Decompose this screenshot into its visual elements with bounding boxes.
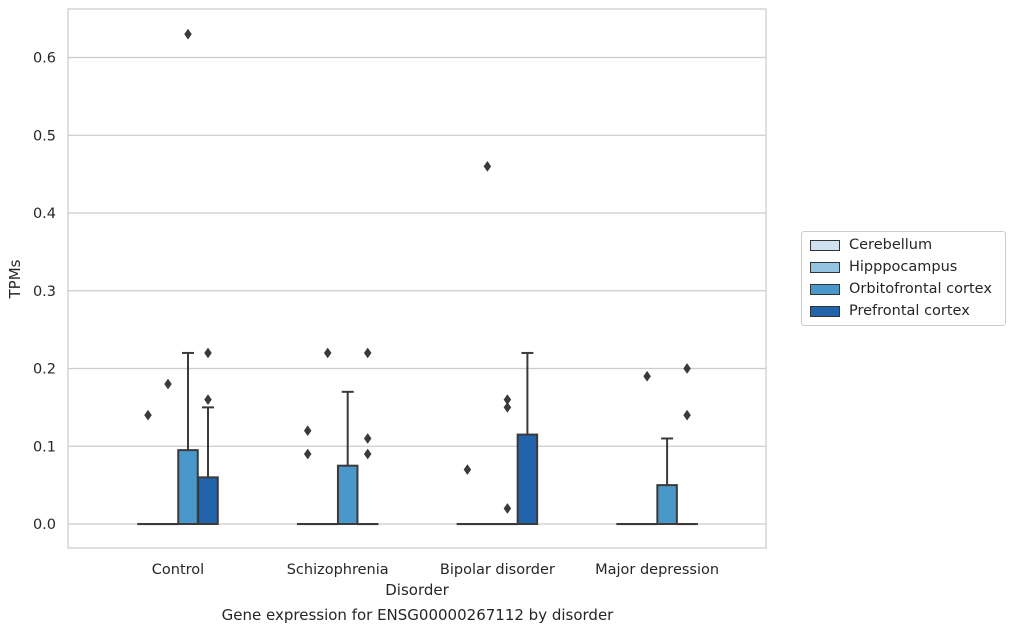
legend-item-hippocampus: Hipppocampus: [810, 257, 957, 277]
chart-caption: Gene expression for ENSG00000267112 by d…: [221, 606, 614, 624]
box: [656, 484, 678, 525]
x-tick-label: Schizophrenia: [287, 562, 389, 578]
legend-swatch-orbitofrontal: [810, 283, 840, 295]
legend-label-orbitofrontal: Orbitofrontal cortex: [849, 281, 992, 297]
plot-area: [68, 9, 766, 548]
outlier-point: [363, 433, 372, 444]
legend: Cerebellum Hipppocampus Orbitofrontal co…: [801, 231, 1006, 326]
legend-label-prefrontal: Prefrontal cortex: [849, 303, 970, 319]
outlier-point: [503, 503, 512, 514]
box: [336, 464, 359, 525]
outlier-point: [303, 448, 312, 460]
y-tick-label: 0.4: [33, 206, 56, 222]
outlier-point: [303, 425, 312, 437]
boxes: [137, 351, 698, 526]
box: [177, 449, 199, 526]
legend-swatch-cerebellum: [810, 239, 840, 251]
y-tick-label: 0.0: [33, 517, 56, 533]
outlier-point: [503, 401, 512, 413]
outlier-point: [683, 409, 691, 421]
y-axis-label: TPMs: [6, 259, 24, 299]
legend-label-cerebellum: Cerebellum: [849, 237, 933, 253]
outlier-point: [483, 160, 492, 172]
outlier-point: [463, 464, 472, 476]
y-tick-label: 0.5: [33, 128, 56, 144]
outlier-point: [683, 363, 691, 374]
legend-item-orbitofrontal: Orbitofrontal cortex: [810, 279, 992, 299]
legend-item-cerebellum: Cerebellum: [810, 235, 932, 255]
box: [197, 476, 219, 526]
legend-swatch-hippocampus: [810, 261, 840, 273]
plot-frame: [67, 8, 767, 549]
outlier-point: [363, 448, 372, 460]
y-tick-label: 0.1: [33, 439, 56, 455]
outlier-point: [643, 370, 651, 382]
x-tick-label: Bipolar disorder: [440, 562, 555, 578]
x-tick-label: Control: [152, 562, 204, 578]
outlier-point: [144, 409, 152, 421]
legend-swatch-prefrontal: [810, 305, 840, 317]
y-tick-label: 0.2: [33, 362, 56, 378]
x-axis-label: Disorder: [385, 581, 449, 599]
outlier-point: [363, 347, 372, 359]
outlier-point: [184, 28, 192, 40]
outlier-point: [204, 347, 212, 359]
outlier-point: [323, 347, 332, 359]
y-tick-label: 0.3: [33, 284, 56, 300]
outlier-point: [204, 394, 212, 406]
outlier-point: [164, 378, 172, 390]
legend-label-hippocampus: Hipppocampus: [849, 259, 958, 275]
outliers: [144, 28, 691, 514]
x-tick-labels: Control Schizophrenia Bipolar disorder Majo…: [152, 562, 719, 578]
box: [516, 433, 539, 525]
legend-item-prefrontal: Prefrontal cortex: [810, 301, 970, 321]
y-tick-labels: 0.0 0.1 0.2 0.3 0.4 0.5 0.6: [33, 51, 56, 534]
x-tick-label: Major depression: [595, 562, 719, 578]
y-tick-label: 0.6: [33, 51, 56, 67]
